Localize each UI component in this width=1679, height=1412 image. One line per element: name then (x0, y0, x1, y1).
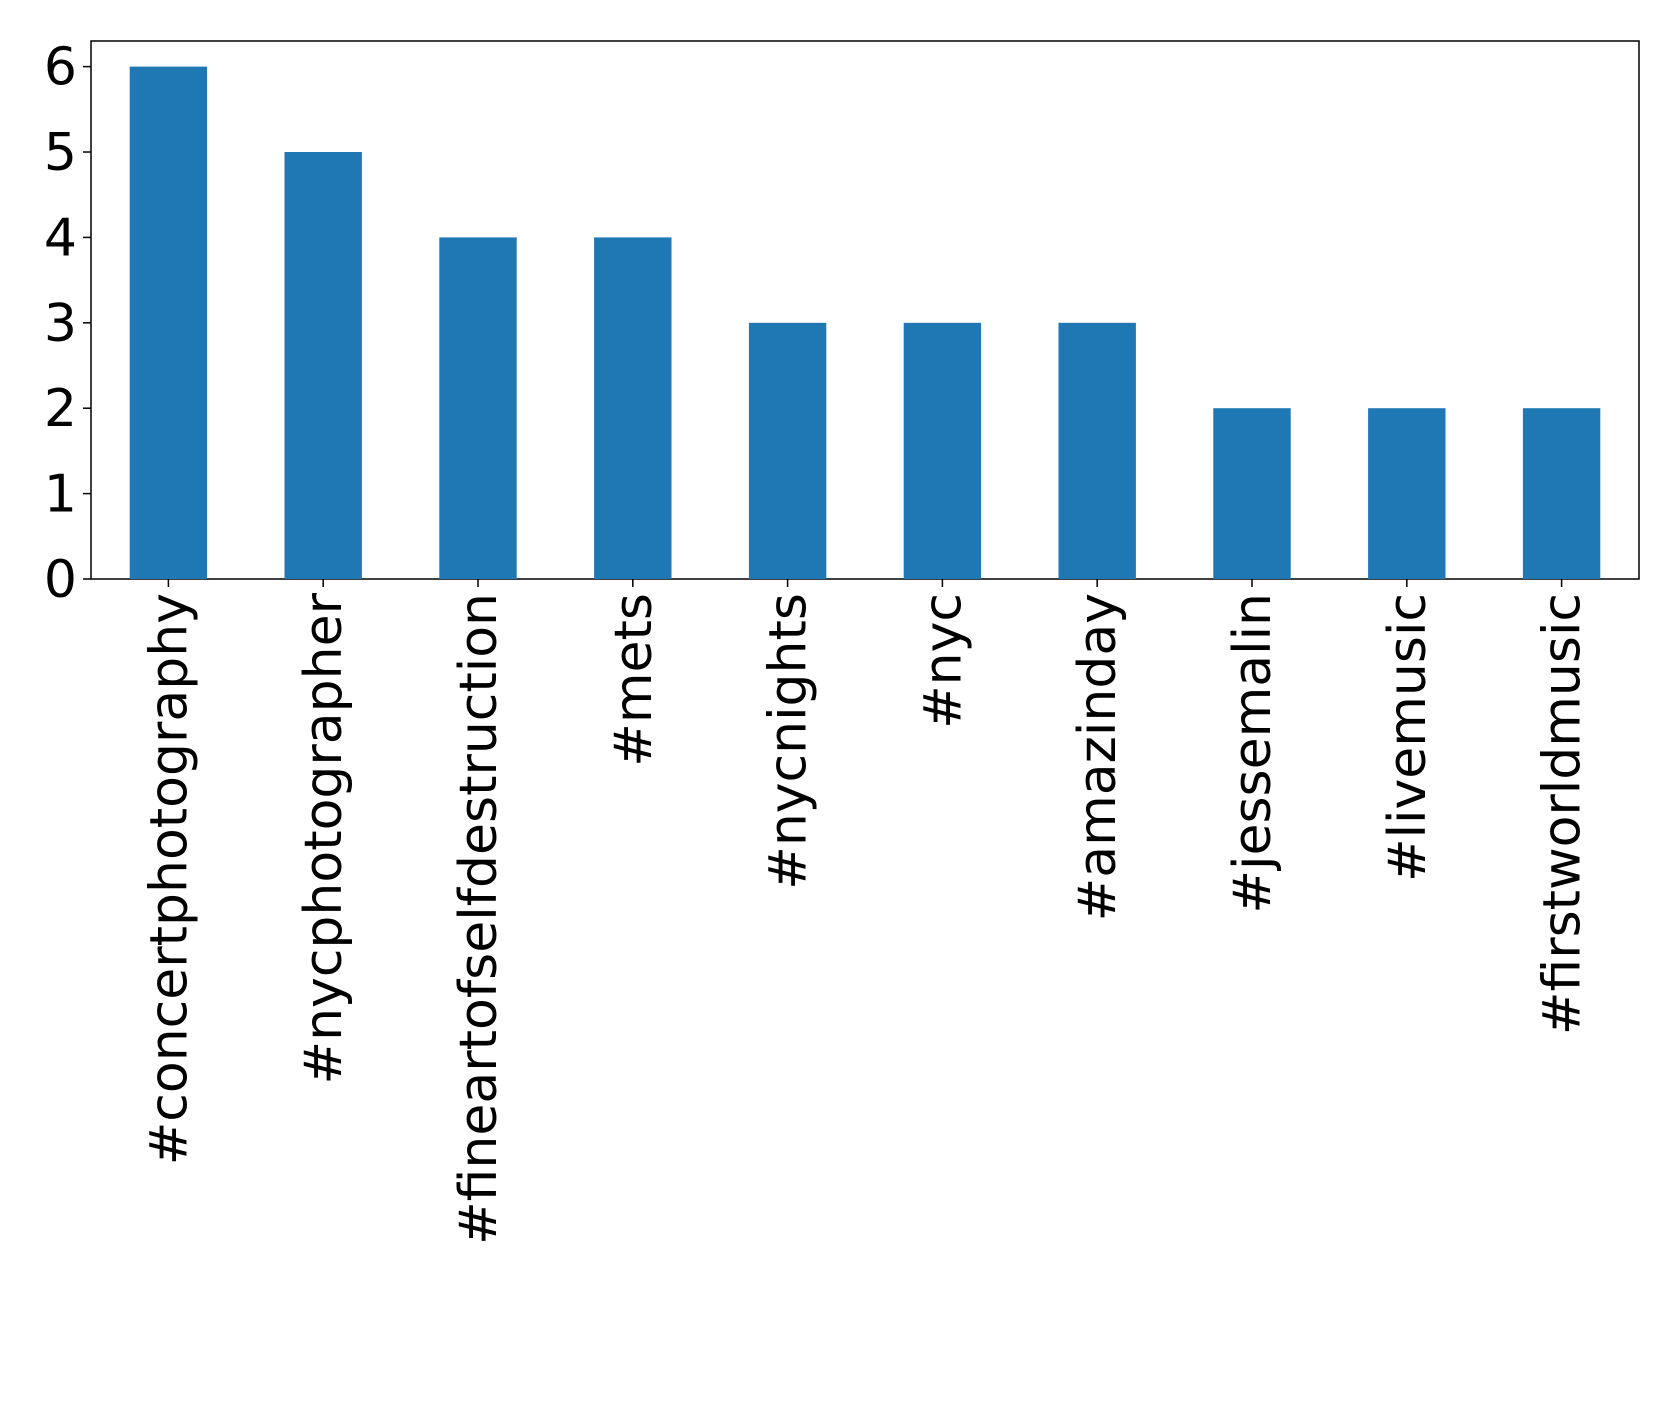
bar (594, 237, 672, 579)
bar (129, 66, 208, 580)
bar (903, 322, 982, 579)
x-tick-label: #nycphotographer (294, 592, 354, 1084)
plot-frame (90, 40, 1640, 580)
x-tick-label: #firstworldmusic (1533, 593, 1593, 1035)
bar (748, 322, 827, 579)
x-tick-label: #fineartofselfdestruction (449, 593, 509, 1245)
bar (1058, 322, 1136, 579)
x-tick-label: #amazinday (1068, 593, 1128, 921)
x-tick-label: #nyc (913, 593, 973, 729)
y-tick-label: 0 (44, 550, 77, 610)
x-tick-label: #livemusic (1378, 593, 1438, 882)
bar (1213, 408, 1291, 579)
bar (439, 237, 517, 579)
bar (1522, 408, 1601, 579)
y-tick-label: 2 (44, 379, 77, 439)
bar (284, 152, 362, 579)
y-tick-label: 4 (44, 208, 77, 268)
y-tick-label: 6 (44, 38, 77, 98)
y-tick-label: 5 (44, 123, 77, 183)
x-tick-label: #nycnights (759, 593, 819, 890)
x-tick-label: #mets (604, 593, 664, 767)
y-tick-label: 3 (44, 294, 77, 354)
bar (1368, 408, 1446, 579)
x-tick-label: #concertphotography (139, 593, 199, 1165)
x-tick-label: #jessemalin (1223, 593, 1283, 914)
y-tick-label: 1 (44, 465, 77, 525)
